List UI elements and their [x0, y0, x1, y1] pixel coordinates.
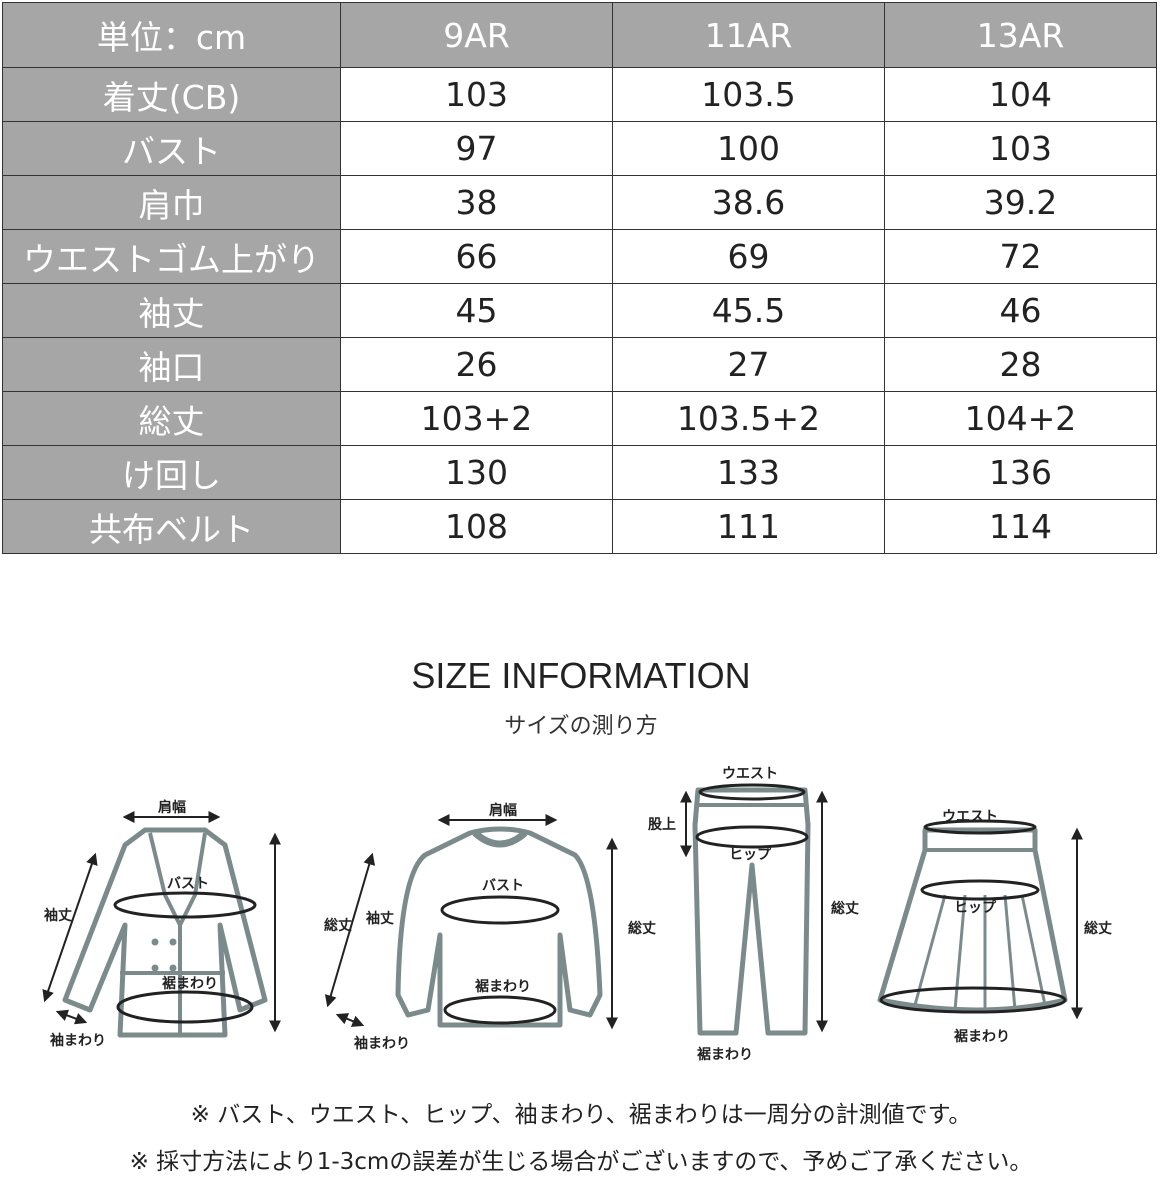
- sweater-diagram: 肩幅 バスト 袖丈 裾まわり 総丈 袖まわり: [324, 802, 656, 1052]
- label-waist: ウエスト: [722, 766, 778, 782]
- size-value: 28: [884, 337, 1157, 392]
- label-cuff: 袖まわり: [354, 1035, 410, 1052]
- row-label: 着丈(CB): [2, 67, 341, 122]
- label-shoulder: 肩幅: [158, 799, 186, 816]
- table-header-row: 単位：cm 9AR 11AR 13AR: [2, 2, 1157, 68]
- label-rise: 股上: [648, 817, 676, 833]
- table-row: 共布ベルト 108 111 114: [2, 499, 1157, 554]
- size-value: 66: [340, 229, 613, 284]
- note-measurement: ※ バスト、ウエスト、ヒップ、袖まわり、裾まわりは一周分の計測値です。: [190, 1102, 972, 1128]
- section-subtitle: サイズの測り方: [504, 714, 658, 739]
- skirt-diagram: ウエスト ヒップ 総丈 裾まわり: [877, 809, 1112, 1045]
- row-label: ウエストゴム上がり: [2, 229, 341, 284]
- size-value: 72: [884, 229, 1157, 284]
- size-value: 45.5: [612, 283, 885, 338]
- size-value: 26: [340, 337, 613, 392]
- size-value: 46: [884, 283, 1157, 338]
- label-length: 総丈: [628, 920, 656, 937]
- size-value: 38.6: [612, 175, 885, 230]
- size-value: 114: [884, 499, 1157, 554]
- table-row: ウエストゴム上がり 66 69 72: [2, 229, 1157, 284]
- row-label: 袖丈: [2, 283, 341, 338]
- size-header: 11AR: [612, 2, 885, 68]
- size-header: 9AR: [340, 2, 613, 68]
- note-tolerance: ※ 採寸方法により1-3cmの誤差が生じる場合がございますので、予めご了承くださ…: [129, 1149, 1033, 1175]
- size-value: 136: [884, 445, 1157, 500]
- size-value: 69: [612, 229, 885, 284]
- label-bust: バスト: [482, 878, 524, 894]
- row-label: け回し: [2, 445, 341, 500]
- section-title: SIZE INFORMATION: [411, 655, 751, 696]
- label-hem: 裾まわり: [954, 1028, 1010, 1045]
- table-row: バスト 97 100 103: [2, 121, 1157, 176]
- table-row: 着丈(CB) 103 103.5 104: [2, 67, 1157, 122]
- table-row: 袖口 26 27 28: [2, 337, 1157, 392]
- size-value: 103.5+2: [612, 391, 885, 446]
- size-value: 103+2: [340, 391, 613, 446]
- label-length: 総丈: [324, 917, 352, 934]
- label-hip: ヒップ: [954, 900, 997, 916]
- size-table: 単位：cm 9AR 11AR 13AR 着丈(CB) 103 103.5 104 バスト…: [2, 2, 1157, 554]
- size-value: 104: [884, 67, 1157, 122]
- row-label: 総丈: [2, 391, 341, 446]
- size-value: 130: [340, 445, 613, 500]
- jacket-diagram: 肩幅 バスト 袖丈 裾まわり 総丈 袖まわり: [42, 799, 352, 1049]
- measurement-diagrams: 肩幅 バスト 袖丈 裾まわり 総丈 袖まわり 肩幅 バスト 袖丈 裾まわり 総丈…: [42, 766, 1112, 1063]
- label-hem: 裾まわり: [162, 975, 218, 992]
- table-row: 肩巾 38 38.6 39.2: [2, 175, 1157, 230]
- size-value: 103.5: [612, 67, 885, 122]
- size-value: 103: [340, 67, 613, 122]
- size-value: 104+2: [884, 391, 1157, 446]
- label-cuff: 袖まわり: [50, 1032, 106, 1049]
- size-value: 111: [612, 499, 885, 554]
- label-shoulder: 肩幅: [489, 802, 517, 819]
- size-value: 38: [340, 175, 613, 230]
- size-value: 108: [340, 499, 613, 554]
- pants-diagram: ウエスト 股上 ヒップ 総丈 裾まわり: [648, 766, 859, 1063]
- row-label: バスト: [2, 121, 341, 176]
- label-hem: 裾まわり: [475, 978, 531, 995]
- label-sleeve: 袖丈: [44, 907, 72, 924]
- unit-header: 単位：cm: [2, 2, 341, 68]
- size-value: 103: [884, 121, 1157, 176]
- label-hip: ヒップ: [729, 847, 772, 863]
- size-value: 97: [340, 121, 613, 176]
- table-row: け回し 130 133 136: [2, 445, 1157, 500]
- label-waist: ウエスト: [942, 809, 998, 825]
- row-label: 肩巾: [2, 175, 341, 230]
- size-value: 133: [612, 445, 885, 500]
- size-header: 13AR: [884, 2, 1157, 68]
- label-length: 総丈: [831, 900, 859, 917]
- table-row: 総丈 103+2 103.5+2 104+2: [2, 391, 1157, 446]
- size-value: 45: [340, 283, 613, 338]
- label-length: 総丈: [1084, 920, 1112, 937]
- label-hem: 裾まわり: [697, 1046, 753, 1063]
- label-sleeve: 袖丈: [366, 910, 394, 927]
- row-label: 袖口: [2, 337, 341, 392]
- row-label: 共布ベルト: [2, 499, 341, 554]
- size-value: 39.2: [884, 175, 1157, 230]
- size-value: 100: [612, 121, 885, 176]
- table-row: 袖丈 45 45.5 46: [2, 283, 1157, 338]
- size-value: 27: [612, 337, 885, 392]
- label-bust: バスト: [167, 876, 209, 892]
